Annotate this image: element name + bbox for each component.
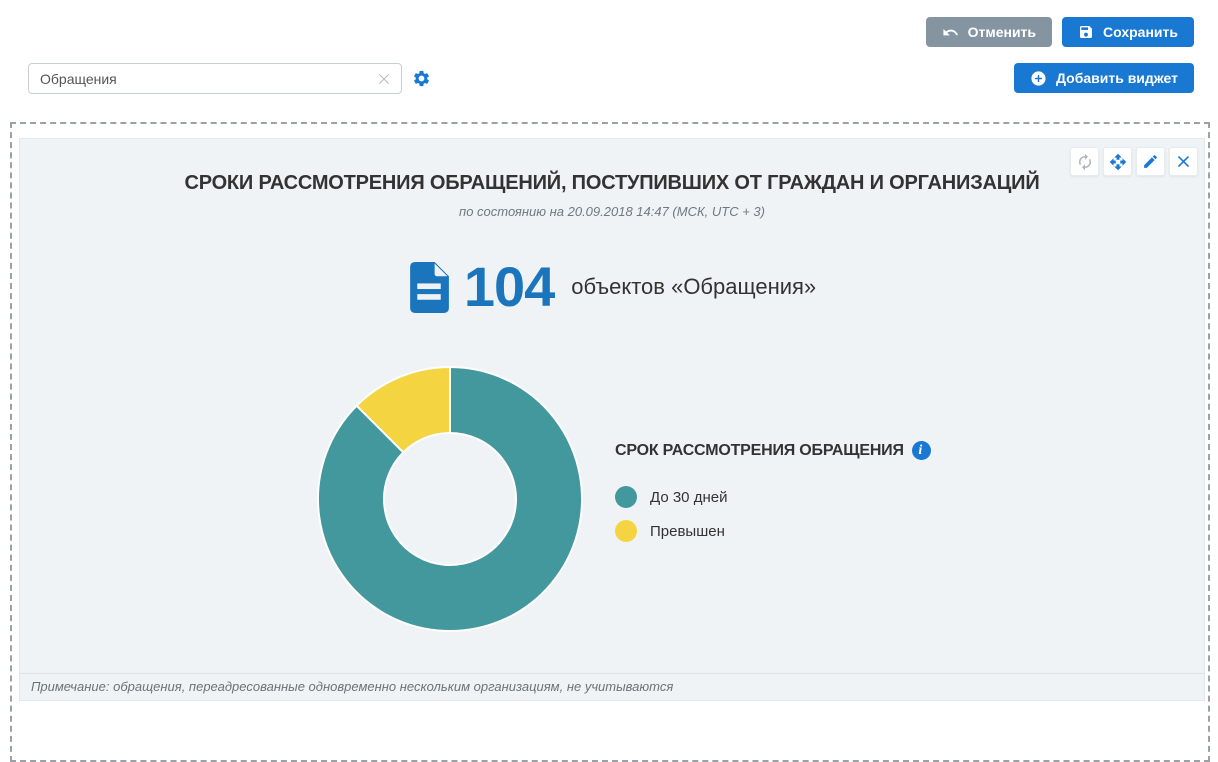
settings-gear-icon[interactable]: [410, 68, 432, 90]
legend-item: До 30 дней: [615, 486, 931, 508]
widget-controls: [1070, 147, 1198, 176]
dashboard-drop-area: СРОКИ РАССМОТРЕНИЯ ОБРАЩЕНИЙ, ПОСТУПИВШИ…: [10, 122, 1210, 762]
legend-item: Превышен: [615, 520, 931, 542]
save-icon: [1078, 24, 1094, 40]
document-icon: [408, 261, 449, 313]
undo-icon: [942, 24, 959, 41]
counter-block: 104 объектов «Обращения»: [20, 259, 1204, 315]
chart-legend: СРОК РАССМОТРЕНИЯ ОБРАЩЕНИЯ i До 30 дней…: [615, 441, 931, 542]
cancel-button-label: Отменить: [967, 24, 1037, 40]
widget-filter: [28, 63, 432, 94]
clear-filter-icon[interactable]: [375, 70, 393, 88]
legend-header: СРОК РАССМОТРЕНИЯ ОБРАЩЕНИЯ i: [615, 441, 931, 460]
donut-chart: [317, 365, 583, 632]
legend-label: До 30 дней: [650, 488, 728, 506]
move-button[interactable]: [1103, 147, 1132, 176]
filter-input-box: [28, 63, 402, 94]
filter-input[interactable]: [29, 64, 401, 93]
legend-swatch-yellow: [615, 520, 637, 542]
save-button-label: Сохранить: [1103, 24, 1178, 40]
legend-items: До 30 дней Превышен: [615, 486, 931, 542]
info-icon[interactable]: i: [911, 441, 931, 460]
toolbar: Отменить Сохранить: [925, 17, 1194, 47]
plus-circle-icon: [1030, 70, 1047, 87]
widget-card: СРОКИ РАССМОТРЕНИЯ ОБРАЩЕНИЙ, ПОСТУПИВШИ…: [19, 138, 1205, 701]
counter-value: 104: [463, 255, 555, 318]
add-widget-button[interactable]: Добавить виджет: [1014, 63, 1194, 93]
widget-timestamp: по состоянию на 20.09.2018 14:47 (МСК, U…: [459, 204, 765, 219]
legend-label: Превышен: [650, 522, 725, 540]
cancel-button[interactable]: Отменить: [925, 17, 1053, 47]
refresh-button[interactable]: [1070, 147, 1099, 176]
widget-title: СРОКИ РАССМОТРЕНИЯ ОБРАЩЕНИЙ, ПОСТУПИВШИ…: [184, 172, 1040, 194]
add-widget-label: Добавить виджет: [1056, 70, 1178, 86]
legend-swatch-teal: [615, 486, 637, 508]
counter-label: объектов «Обращения»: [571, 274, 817, 299]
save-button[interactable]: Сохранить: [1062, 17, 1194, 47]
close-widget-button[interactable]: [1169, 147, 1198, 176]
legend-title: СРОК РАССМОТРЕНИЯ ОБРАЩЕНИЯ: [615, 441, 904, 459]
widget-note: Примечание: обращения, переадресованные …: [20, 673, 1204, 700]
edit-pencil-button[interactable]: [1136, 147, 1165, 176]
